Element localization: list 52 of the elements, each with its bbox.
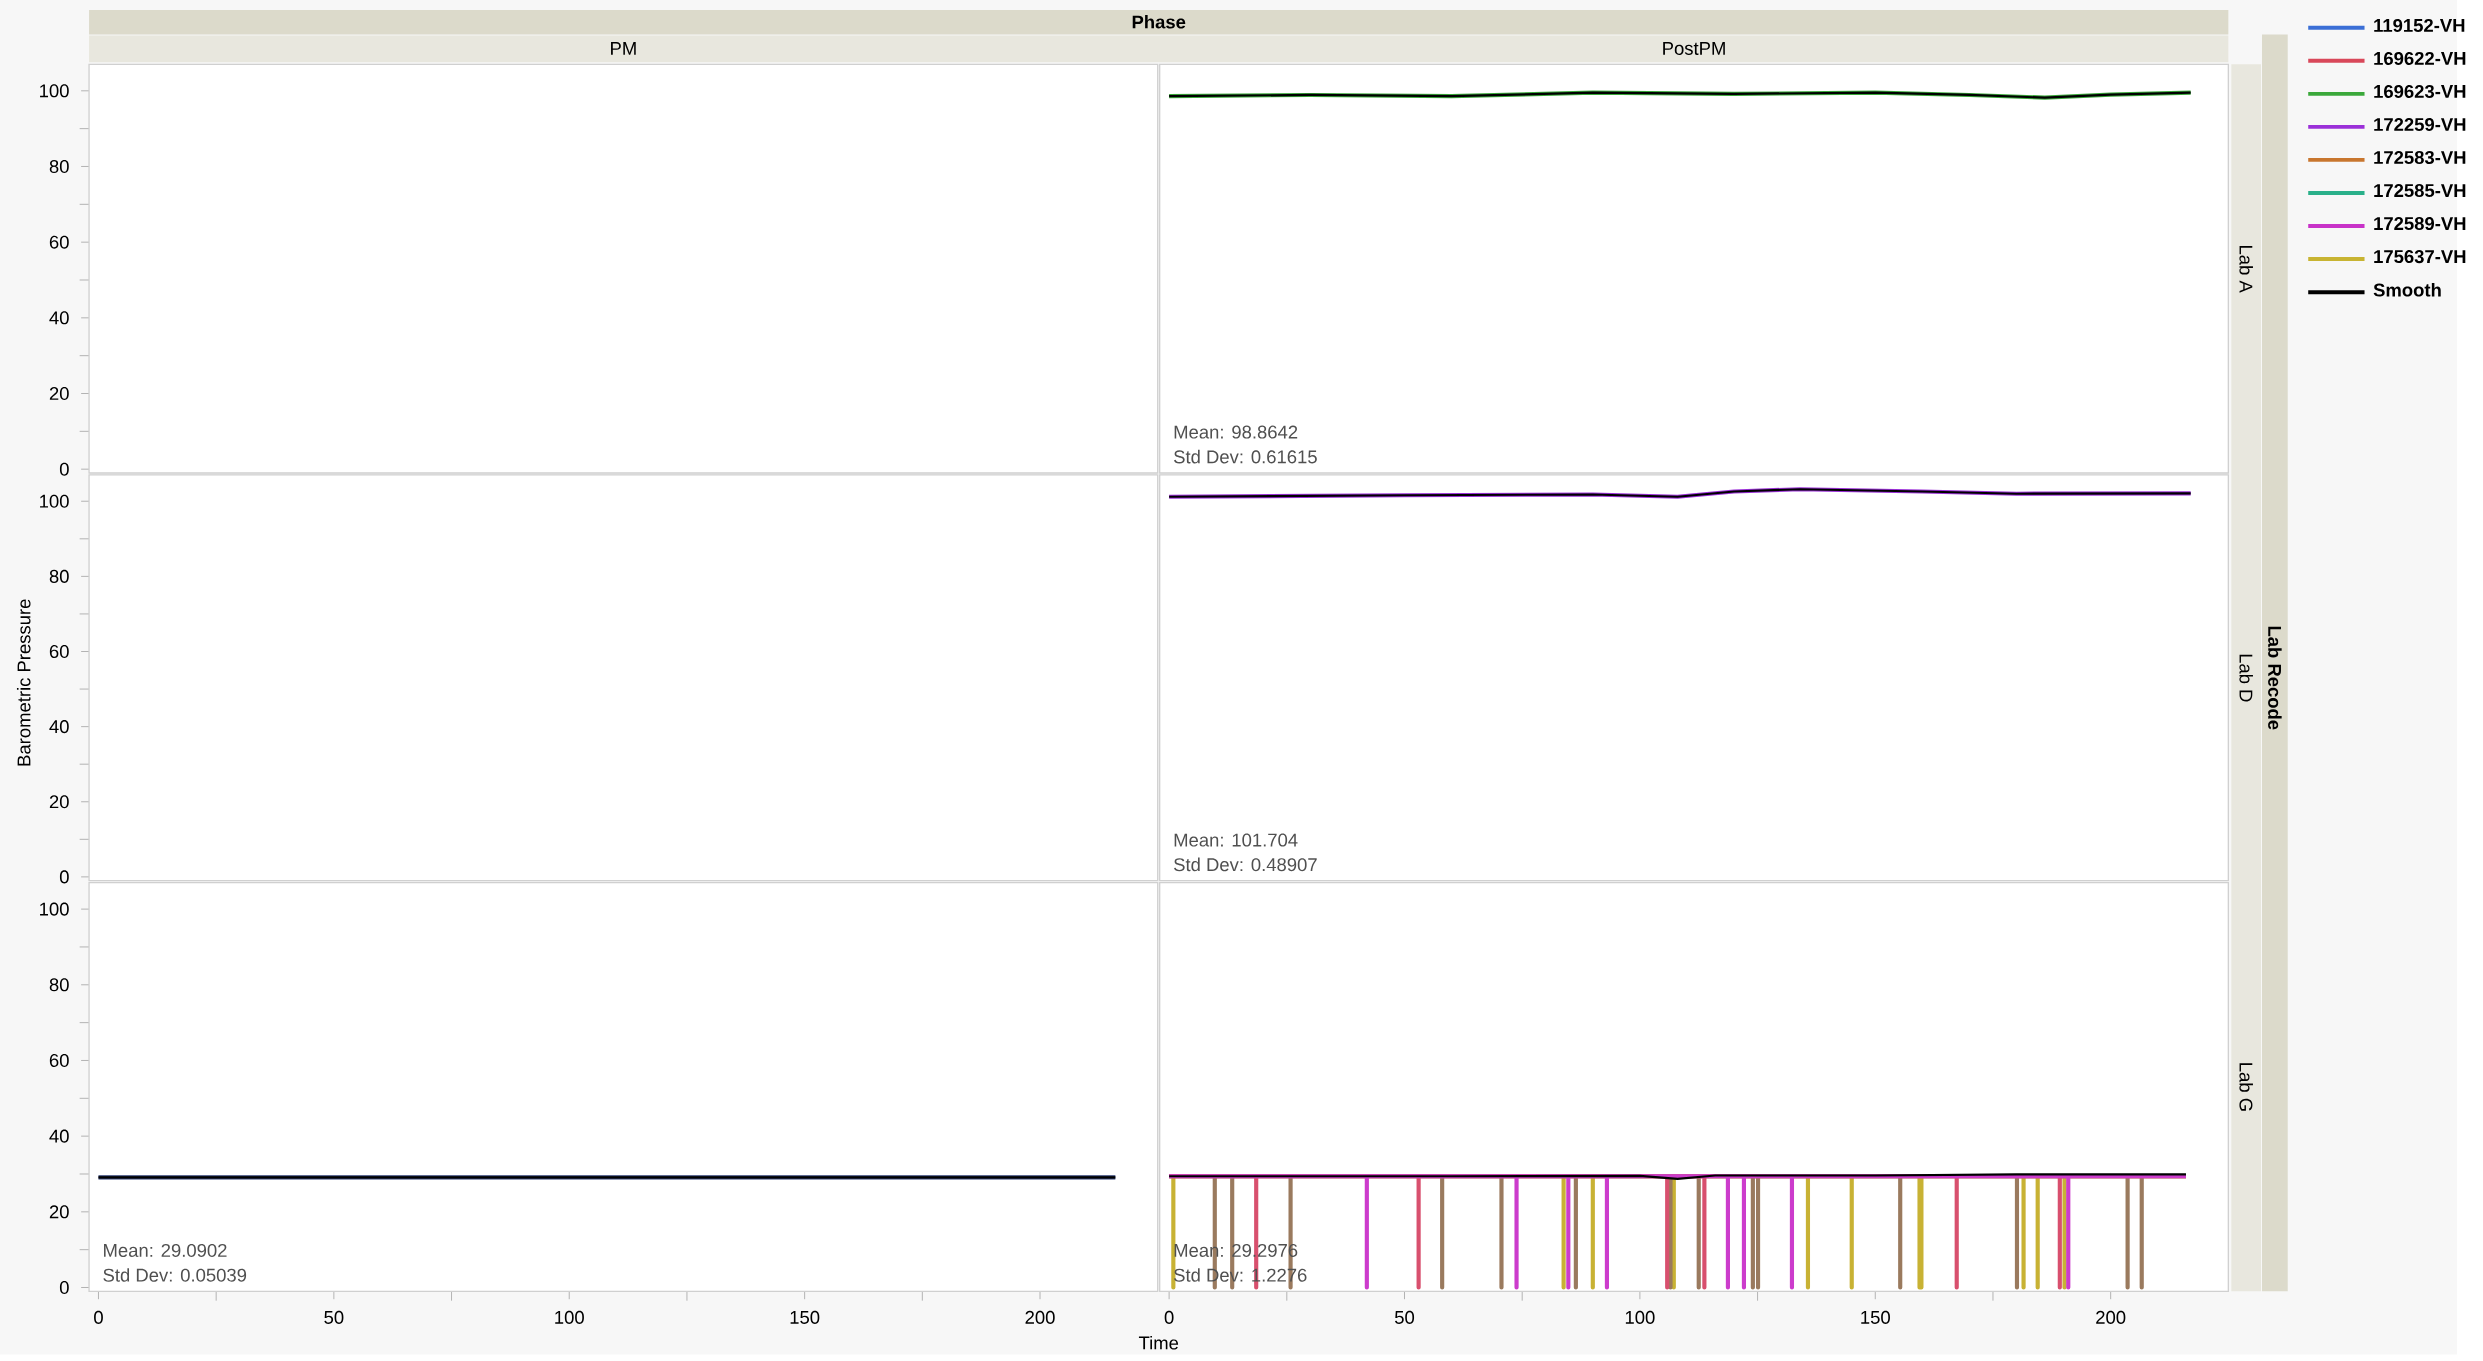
x-tick-label: 200: [2096, 1311, 2126, 1325]
y-tick-label: 40: [49, 311, 69, 325]
legend-label: 119152-VH: [2374, 19, 2465, 33]
legend-label: Smooth: [2373, 283, 2441, 297]
legend-label: 169623-VH: [2374, 85, 2466, 99]
y-tick-label: 60: [49, 645, 69, 659]
x-tick-label: 0: [1164, 1311, 1174, 1325]
annotation: Std Dev: 0.61615: [1174, 450, 1317, 464]
text: PostPM: [1663, 42, 1725, 56]
y-tick-label: 0: [59, 1281, 69, 1295]
text: Lab G: [2239, 1063, 2253, 1111]
y-tick-label: 100: [40, 494, 69, 508]
y-tick-label: 20: [49, 1205, 69, 1219]
y-tick-label: 60: [49, 235, 69, 249]
x-tick-label: 100: [555, 1311, 584, 1325]
annotation: Std Dev: 0.05039: [103, 1268, 247, 1282]
y-tick-label: 40: [49, 720, 69, 734]
text: Phase: [1132, 15, 1186, 29]
text: PM: [611, 42, 636, 56]
x-tick-label: 150: [790, 1311, 820, 1325]
text: Lab D: [2239, 654, 2253, 702]
y-tick-label: 0: [59, 870, 69, 884]
x-tick-label: 50: [1394, 1311, 1415, 1325]
legend-label: 172585-VH: [2374, 184, 2466, 198]
y-tick-label: 20: [49, 795, 69, 809]
y-tick-label: 0: [59, 462, 69, 476]
y-tick-label: 60: [49, 1054, 69, 1068]
annotation: Std Dev: 0.48907: [1174, 857, 1317, 872]
x-tick-label: 150: [1861, 1311, 1890, 1325]
text: Lab Recode: [2268, 626, 2282, 730]
annotation: Mean: 101.704: [1174, 833, 1298, 847]
x-tick-label: 100: [1625, 1311, 1655, 1325]
y-tick-label: 40: [49, 1129, 69, 1143]
y-tick-label: 80: [49, 570, 69, 584]
x-tick-label: 200: [1025, 1311, 1055, 1325]
legend-label: 172589-VH: [2374, 217, 2466, 231]
legend-label: 175637-VH: [2374, 250, 2466, 264]
annotation: Mean: 98.8642: [1174, 425, 1298, 439]
y-tick-label: 100: [40, 84, 69, 98]
text: Lab A: [2239, 246, 2253, 293]
y-tick-label: 80: [49, 978, 69, 992]
legend-label: 172259-VH: [2374, 118, 2466, 132]
annotation: Mean: 29.0902: [104, 1244, 227, 1258]
y-tick-label: 100: [40, 902, 69, 916]
y-tick-label: 80: [49, 160, 69, 174]
legend-label: 169622-VH: [2374, 52, 2466, 66]
y-tick-label: 20: [49, 387, 69, 401]
x-tick-label: 0: [94, 1311, 103, 1325]
legend-label: 172583-VH: [2374, 151, 2466, 165]
text: Time: [1138, 1336, 1179, 1350]
text: Barometric Pressure: [16, 599, 31, 766]
x-tick-label: 50: [324, 1311, 344, 1325]
